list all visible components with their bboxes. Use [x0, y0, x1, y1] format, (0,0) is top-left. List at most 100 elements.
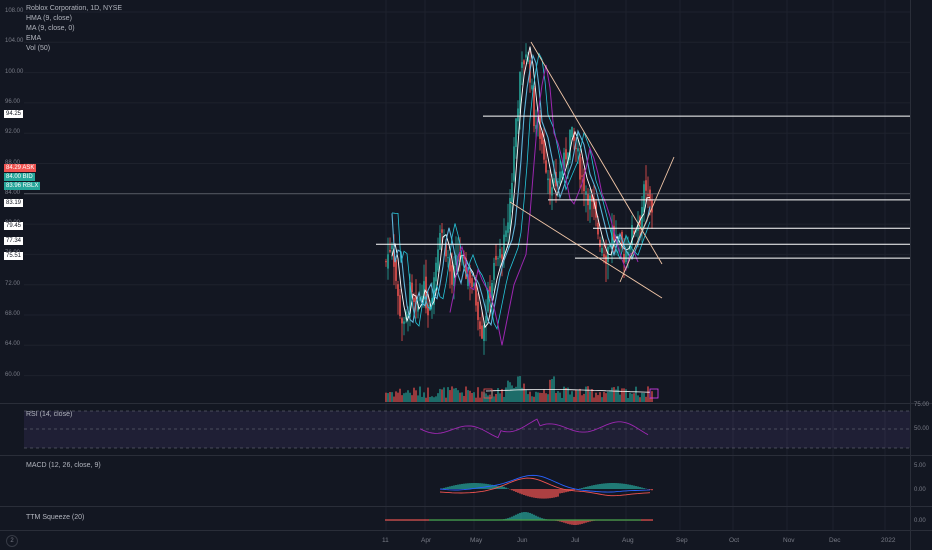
legend-hma[interactable]: HMA (9, close): [26, 15, 72, 22]
volume-bar: [441, 389, 443, 402]
volume-bar: [495, 393, 497, 402]
candle-body: [387, 254, 389, 269]
volume-bar: [401, 395, 403, 402]
ttm-dot: [641, 519, 643, 521]
volume-bar: [407, 390, 409, 402]
macd-histogram-bar: [637, 486, 639, 489]
volume-bar: [557, 391, 559, 402]
ttm-bar: [579, 520, 581, 525]
volume-bar: [507, 380, 509, 402]
ttm-dot: [533, 519, 535, 521]
candle-body: [497, 258, 499, 260]
ttm-dot: [429, 519, 431, 521]
candle-body: [469, 270, 471, 284]
candle-body: [505, 230, 507, 238]
volume-bar: [503, 396, 505, 402]
candle-body: [471, 278, 473, 288]
volume-bar: [609, 390, 611, 402]
candle-body: [515, 118, 517, 148]
volume-bar: [411, 395, 413, 402]
ttm-dot: [463, 519, 465, 521]
ttm-bar: [517, 513, 519, 520]
volume-bar: [511, 385, 513, 402]
time-tick: Dec: [829, 537, 841, 544]
volume-bar: [567, 387, 569, 402]
ttm-dot: [447, 519, 449, 521]
candle-body: [619, 238, 621, 240]
ttm-dot: [517, 519, 519, 521]
candle-body: [411, 282, 413, 293]
trendline: [509, 201, 663, 299]
macd-histogram-bar: [621, 483, 623, 489]
volume-bar: [539, 392, 541, 402]
candle-body: [449, 258, 451, 272]
macd-histogram-bar: [515, 489, 517, 492]
ttm-bar: [569, 520, 571, 525]
candle-body: [545, 160, 547, 173]
candle-body: [611, 228, 613, 250]
candle-body: [643, 184, 645, 213]
candle-body: [551, 187, 553, 196]
candle-body: [565, 149, 567, 160]
rsi-label[interactable]: RSI (14, close): [26, 411, 73, 418]
ttm-bar: [535, 515, 537, 520]
candle-body: [535, 125, 537, 129]
candle-body: [481, 325, 483, 339]
timezone-icon[interactable]: 2: [6, 535, 18, 547]
legend-title[interactable]: Roblox Corporation, 1D, NYSE: [26, 5, 123, 12]
ttm-dot: [427, 519, 429, 521]
volume-bar: [595, 392, 597, 402]
macd-histogram-bar: [459, 484, 461, 489]
volume-bar: [409, 392, 411, 402]
candle-body: [563, 152, 565, 170]
ttm-bar: [583, 520, 585, 524]
volume-bar: [643, 393, 645, 402]
volume-bar: [593, 397, 595, 402]
candle-body: [573, 132, 575, 141]
legend-ema[interactable]: EMA: [26, 35, 42, 42]
legend-ma[interactable]: MA (9, close, 0): [26, 25, 75, 32]
candle-body: [385, 261, 387, 263]
volume-bar: [481, 391, 483, 402]
volume-bar: [433, 397, 435, 402]
volume-bar: [597, 395, 599, 402]
candle-body: [465, 257, 467, 279]
candle-body: [591, 194, 593, 202]
ttm-dot: [477, 519, 479, 521]
macd-histogram-bar: [539, 489, 541, 499]
macd-histogram-bar: [475, 483, 477, 489]
ttm-bar: [541, 518, 543, 520]
legend-vol[interactable]: Vol (50): [26, 45, 51, 52]
candle-body: [393, 252, 395, 267]
volume-bar: [405, 392, 407, 402]
ttm-dot: [625, 519, 627, 521]
ttm-label[interactable]: TTM Squeeze (20): [26, 514, 85, 521]
candle-body: [439, 232, 441, 250]
volume-bar: [505, 387, 507, 402]
right-axis[interactable]: [910, 0, 932, 550]
macd-label[interactable]: MACD (12, 26, close, 9): [26, 462, 101, 469]
candle-body: [507, 222, 509, 233]
volume-bar: [453, 388, 455, 402]
macd-histogram-bar: [589, 485, 591, 489]
volume-bar: [421, 396, 423, 402]
candle-body: [397, 284, 399, 296]
macd-histogram-bar: [555, 489, 557, 498]
ttm-dot: [515, 519, 517, 521]
candle-body: [607, 246, 609, 262]
volume-bar: [397, 392, 399, 402]
ttm-dot: [501, 519, 503, 521]
ttm-dot: [645, 519, 647, 521]
ttm-dot: [395, 519, 397, 521]
ttm-dot: [561, 519, 563, 521]
volume-bar: [617, 386, 619, 402]
candle-body: [625, 250, 627, 263]
ttm-bar: [563, 520, 565, 523]
ttm-dot: [461, 519, 463, 521]
ttm-dot: [469, 519, 471, 521]
volume-bar: [633, 393, 635, 402]
volume-bar: [463, 395, 465, 402]
volume-bar: [573, 396, 575, 402]
ttm-dot: [451, 519, 453, 521]
